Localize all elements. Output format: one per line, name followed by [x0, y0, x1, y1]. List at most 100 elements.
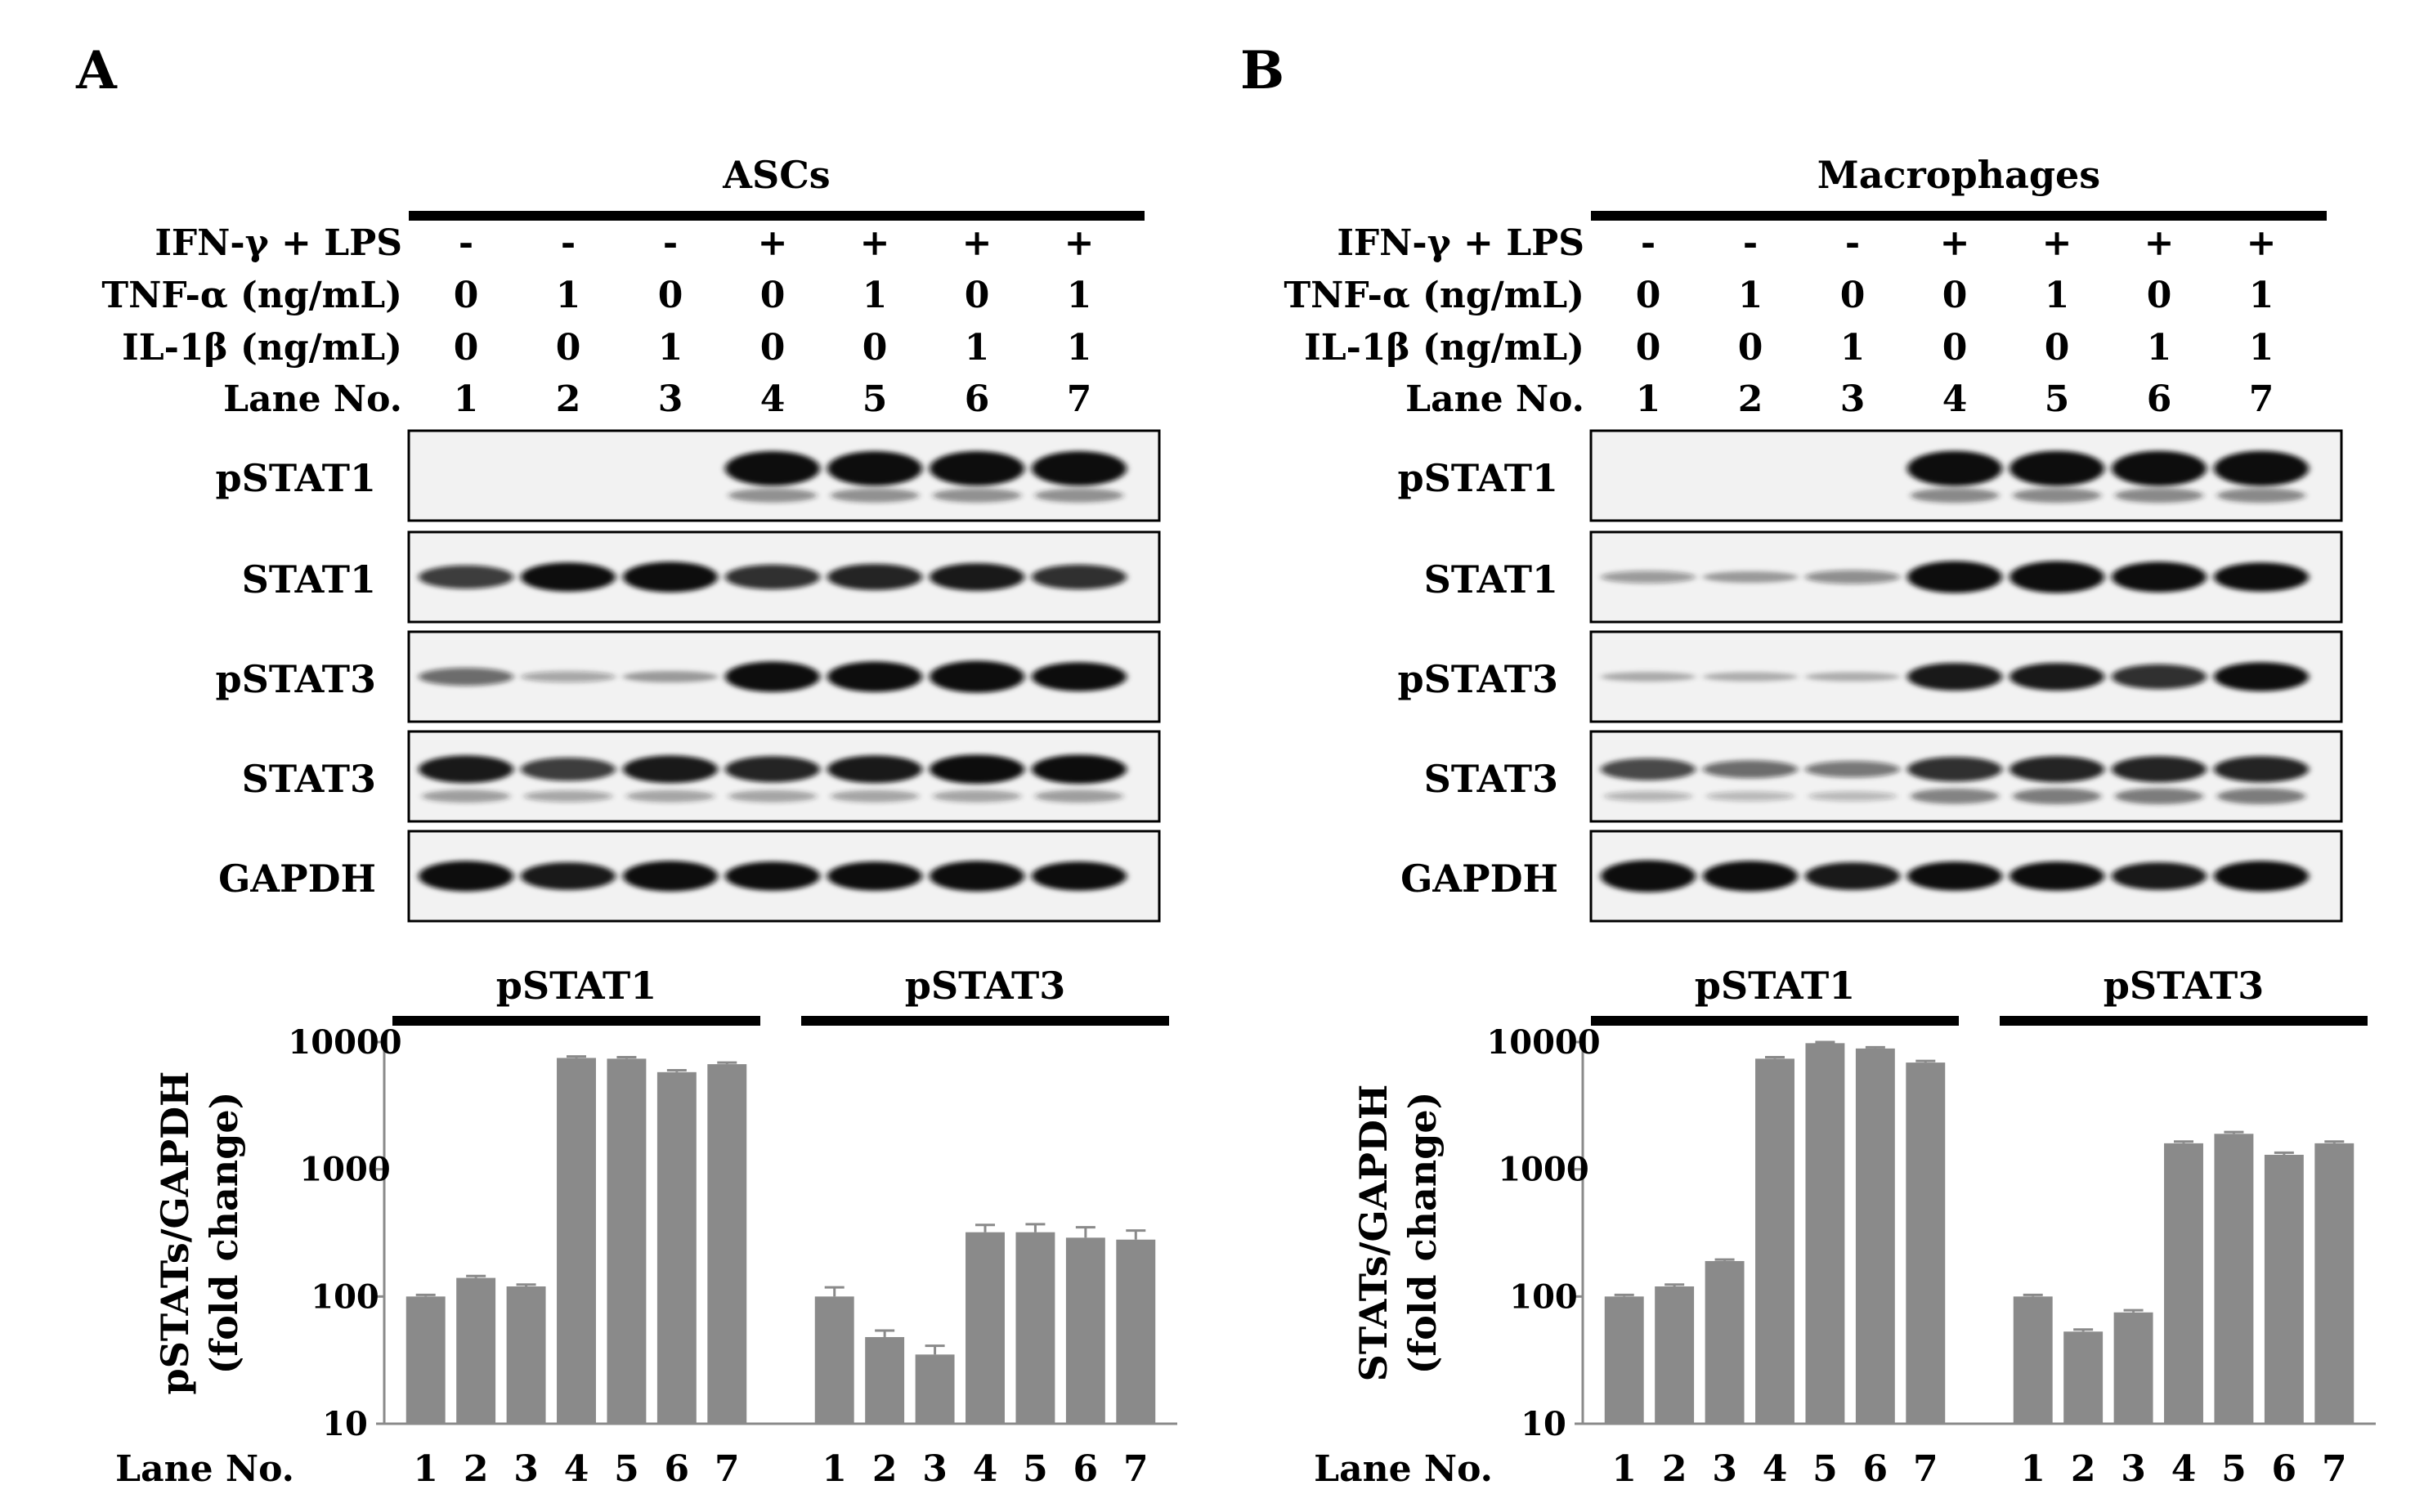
blot-band	[1805, 761, 1900, 778]
blot-label: pSTAT3	[215, 657, 376, 701]
x-tick-label: 2	[1662, 1448, 1687, 1490]
blot-band	[1032, 662, 1127, 691]
x-tick-label: 6	[1863, 1448, 1889, 1490]
group-bar-line	[2000, 1016, 2368, 1026]
blot-band	[2112, 756, 2207, 783]
blot-band	[1805, 862, 1900, 890]
y-tick-label: 10000	[1486, 1023, 1600, 1062]
group-label: pSTAT1	[1695, 964, 1856, 1008]
condition-value: 0	[1942, 275, 1968, 316]
blot-band	[1907, 757, 2002, 782]
blot-band	[1703, 760, 1798, 779]
blot-band-lower	[2013, 488, 2101, 503]
condition-label: Lane No.	[223, 378, 402, 420]
x-tick-label: 4	[1763, 1448, 1788, 1490]
blot-band	[1601, 672, 1696, 682]
condition-value: 1	[2045, 275, 2070, 316]
blot-band-lower	[2115, 488, 2203, 503]
group-bar-line	[1591, 1016, 1959, 1026]
group-label: pSTAT1	[496, 964, 657, 1008]
blot-gapdh	[407, 830, 1161, 923]
x-tick-label: 3	[513, 1448, 539, 1490]
blot-band	[2112, 862, 2207, 890]
blot-band	[1032, 451, 1127, 486]
y-tick-label: 10000	[288, 1023, 401, 1062]
condition-value: 1	[862, 275, 888, 316]
x-axis-title: Lane No.	[1314, 1448, 1493, 1490]
x-tick-label: 3	[1712, 1448, 1737, 1490]
blot-label: pSTAT3	[1397, 657, 1558, 701]
bar	[2164, 1143, 2203, 1424]
bar	[405, 1296, 446, 1424]
panel-a: A ASCs IFN-γ + LPS - - - + + + + TNF-α (ng/mL) 0 1 0 0…	[75, 40, 1161, 923]
blot-band	[623, 755, 718, 784]
condition-value: 1	[454, 378, 479, 420]
bar-group-pstat1: pSTAT1 1 2 3 4 5 6 7	[392, 964, 760, 1490]
blot-label: pSTAT1	[1397, 456, 1558, 500]
blot-band	[1703, 861, 1798, 892]
condition-value: 3	[658, 378, 683, 420]
condition-value: 7	[2249, 378, 2274, 420]
blot-band	[2010, 861, 2104, 891]
chart-a: 10 100 1000 10000 pSTATs/GAPDH (fold change) L…	[115, 964, 1177, 1490]
group-bar-line	[392, 1016, 760, 1026]
blot-band-lower	[1808, 791, 1897, 802]
condition-value: +	[860, 222, 890, 264]
condition-value: -	[561, 222, 576, 264]
x-tick-label: 5	[614, 1448, 639, 1490]
bar	[456, 1277, 496, 1424]
x-tick-label: 6	[2272, 1448, 2297, 1490]
blot-band	[827, 661, 922, 692]
blot-band	[1703, 672, 1798, 682]
blot-stat1	[407, 530, 1161, 624]
blot-band	[930, 660, 1024, 693]
bar	[1755, 1058, 1794, 1424]
bar	[1705, 1260, 1745, 1424]
blot-pstat3	[407, 630, 1161, 723]
condition-value: -	[1743, 222, 1758, 264]
blot-band	[2010, 756, 2104, 783]
condition-label: Lane No.	[1405, 378, 1584, 420]
blot-band	[1032, 754, 1127, 784]
blot-band	[930, 861, 1024, 892]
blot-band	[930, 451, 1024, 486]
blot-band	[2112, 450, 2207, 486]
bar	[607, 1058, 647, 1424]
condition-value: 0	[2147, 275, 2172, 316]
bar	[2063, 1331, 2104, 1424]
blot-pstat1	[1589, 429, 2343, 522]
y-tick-label: 10	[322, 1405, 368, 1443]
bar	[1604, 1296, 1644, 1424]
bar	[707, 1064, 747, 1424]
group-label: pSTAT3	[905, 964, 1066, 1008]
blot-band	[725, 861, 820, 891]
condition-value: +	[962, 222, 992, 264]
blot-band-lower	[728, 790, 817, 803]
blot-band	[725, 451, 820, 486]
blot-band	[827, 755, 922, 784]
condition-value: 0	[658, 275, 683, 316]
blot-label: GAPDH	[218, 857, 376, 901]
blot-band	[1601, 758, 1696, 781]
blot-band	[419, 755, 513, 784]
condition-value: 0	[454, 327, 479, 369]
condition-value: 0	[760, 327, 786, 369]
condition-value: 2	[1738, 378, 1763, 420]
condition-value: 5	[2045, 378, 2070, 420]
blot-band-lower	[831, 488, 919, 503]
blot-label: STAT3	[242, 757, 376, 801]
condition-value: 0	[1840, 275, 1866, 316]
condition-value: 0	[965, 275, 990, 316]
condition-value: 2	[556, 378, 581, 420]
condition-value: 1	[1840, 327, 1866, 369]
blot-band	[2112, 561, 2207, 593]
bar	[1906, 1062, 1946, 1424]
cell-type-title: ASCs	[722, 153, 830, 197]
blot-label: GAPDH	[1400, 857, 1558, 901]
blot-band	[1601, 570, 1696, 584]
blot-band-lower	[1706, 791, 1794, 802]
condition-value: 3	[1840, 378, 1866, 420]
y-axis-title-2: (fold change)	[202, 1092, 246, 1375]
condition-value: 1	[1067, 275, 1092, 316]
